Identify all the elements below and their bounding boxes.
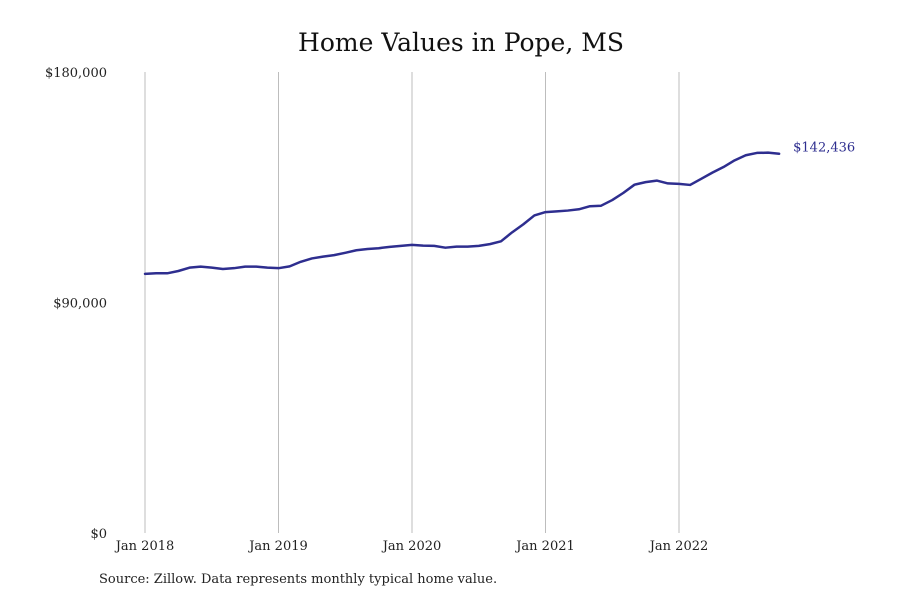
grid-lines <box>144 72 680 533</box>
x-tick-label: Jan 2022 <box>648 539 709 554</box>
source-caption: Source: Zillow. Data represents monthly … <box>99 572 498 587</box>
x-tick-label: Jan 2020 <box>381 539 442 554</box>
y-tick-label: $0 <box>90 527 107 542</box>
x-axis-ticks: Jan 2018 Jan 2019 Jan 2020 Jan 2021 Jan 2022 <box>114 539 709 554</box>
y-tick-label: $180,000 <box>45 66 107 81</box>
x-tick-label: Jan 2019 <box>247 539 308 554</box>
home-value-line <box>143 151 781 276</box>
y-axis-ticks: $0 $90,000 $180,000 <box>45 66 107 542</box>
x-tick-label: Jan 2018 <box>114 539 175 554</box>
x-tick-label: Jan 2021 <box>514 539 575 554</box>
chart-title: Home Values in Pope, MS <box>298 28 624 57</box>
y-tick-label: $90,000 <box>53 297 107 312</box>
last-value-label: $142,436 <box>793 141 855 156</box>
